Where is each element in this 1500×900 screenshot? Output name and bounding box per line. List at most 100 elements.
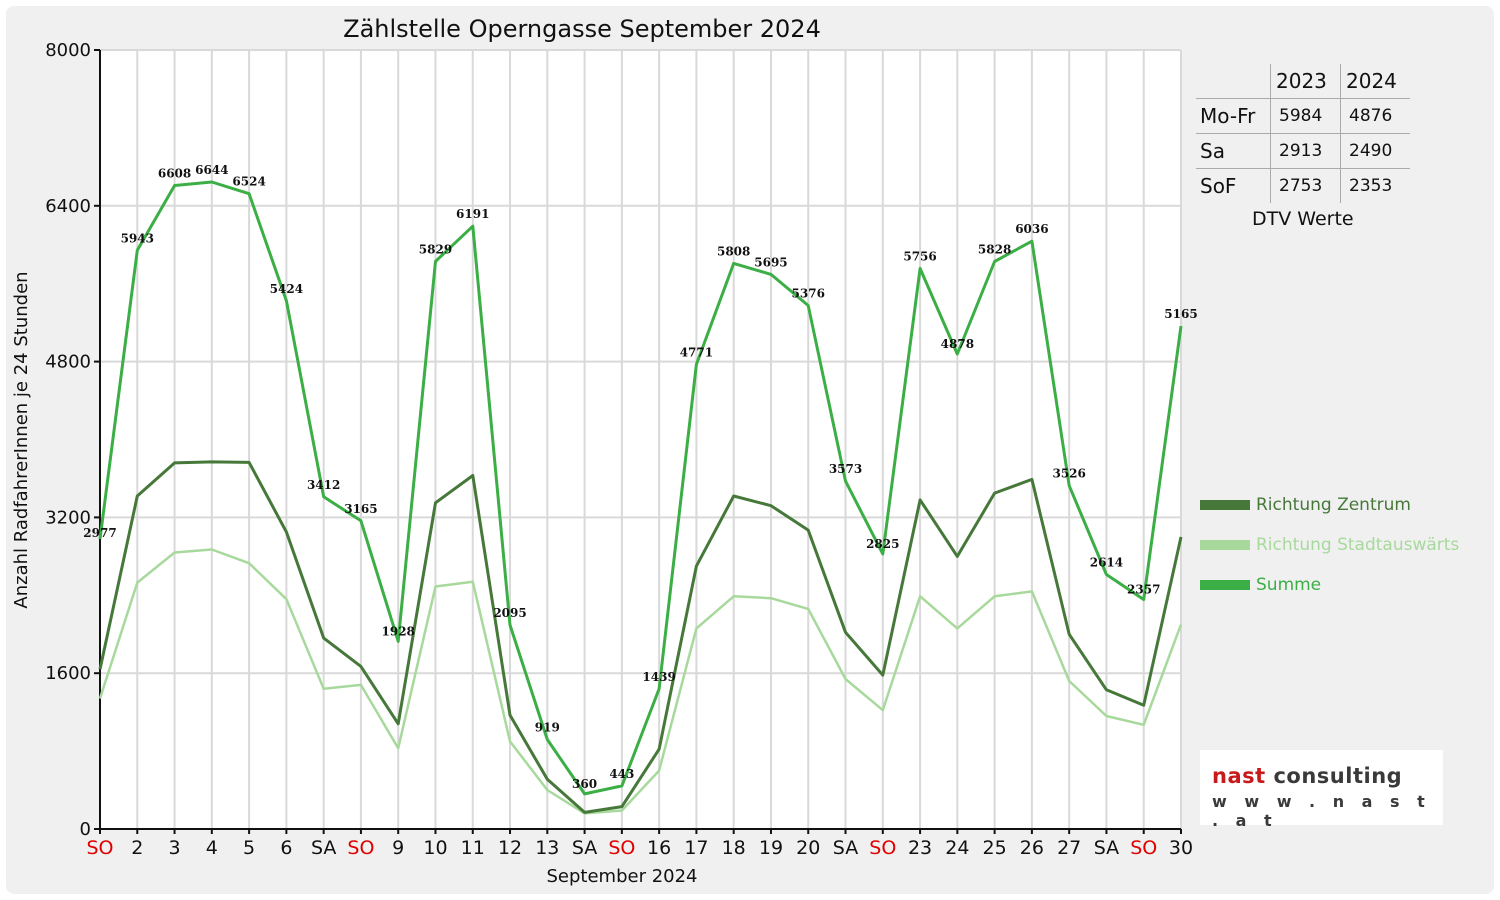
series-line-zentrum — [98, 460, 1183, 814]
dtv-cell: 2353 — [1340, 168, 1410, 203]
x-tick-label: 27 — [1057, 837, 1081, 859]
legend-swatch — [1200, 580, 1250, 590]
data-label: 443 — [609, 767, 634, 781]
data-label: 919 — [535, 721, 560, 735]
x-tick-label: 23 — [908, 837, 932, 859]
x-tick-label: SO — [608, 837, 635, 859]
x-tick-label: SO — [1130, 837, 1157, 859]
x-tick-label: 20 — [796, 837, 820, 859]
chart-title: Zählstelle Operngasse September 2024 — [343, 15, 821, 43]
dtv-row-label: Mo-Fr — [1196, 98, 1271, 134]
data-label: 5829 — [419, 242, 452, 256]
data-label: 6524 — [232, 175, 265, 189]
data-label: 2977 — [83, 526, 116, 540]
legend-label: Richtung Zentrum — [1256, 495, 1411, 515]
x-tick-label: SO — [869, 837, 896, 859]
data-label: 5943 — [121, 231, 154, 245]
x-tick-label: SO — [347, 837, 374, 859]
data-label: 6608 — [158, 167, 191, 181]
dtv-row-mofr: Mo-Fr 5984 4876 — [1196, 98, 1410, 134]
x-tick-label: 30 — [1169, 837, 1193, 859]
series-line-summe — [98, 180, 1183, 796]
logo-url: w w w . n a s t . a t — [1212, 792, 1431, 830]
data-label: 2095 — [493, 606, 526, 620]
x-tick-label: 25 — [983, 837, 1007, 859]
x-tick-label: 16 — [647, 837, 671, 859]
data-label: 4771 — [680, 345, 713, 359]
x-tick-label: SA — [572, 837, 597, 859]
x-tick-label: SA — [311, 837, 336, 859]
data-label: 360 — [572, 777, 597, 791]
legend-item-summe: Summe — [1200, 575, 1321, 595]
data-label: 2825 — [866, 537, 899, 551]
x-tick-label: SA — [833, 837, 858, 859]
x-tick-label: 5 — [243, 837, 255, 859]
legend-swatch — [1200, 500, 1250, 510]
dtv-row-label: SoF — [1200, 174, 1237, 198]
dtv-row-sa: Sa 2913 2490 — [1196, 133, 1410, 169]
nast-consulting-logo: nast consulting w w w . n a s t . a t — [1200, 750, 1443, 830]
x-tick-label: 12 — [498, 837, 522, 859]
x-axis-title: September 2024 — [546, 866, 697, 887]
data-label: 5424 — [270, 282, 303, 296]
data-label: 5828 — [978, 242, 1011, 256]
x-tick-label: 2 — [131, 837, 143, 859]
dtv-cell: 2753 — [1270, 168, 1341, 203]
legend-item-stadtauswaerts: Richtung Stadtauswärts — [1200, 535, 1459, 555]
data-label: 1928 — [382, 624, 415, 638]
y-tick-label: 1600 — [45, 663, 91, 684]
data-label: 2357 — [1127, 582, 1160, 596]
data-label: 3526 — [1052, 467, 1085, 481]
dtv-caption: DTV Werte — [1252, 208, 1354, 230]
dtv-col-2023: 2023 — [1270, 64, 1341, 99]
plot-area — [100, 50, 1181, 829]
data-label: 5695 — [754, 255, 787, 269]
series-line-stadtauswaerts — [98, 548, 1183, 815]
data-label: 6644 — [195, 163, 228, 177]
dtv-table: 2023 2024 Mo-Fr 5984 4876 Sa 2913 2490 S… — [1196, 64, 1410, 203]
dtv-header-row: 2023 2024 — [1196, 64, 1410, 99]
legend-label: Summe — [1256, 575, 1322, 595]
x-tick-label: 4 — [206, 837, 218, 859]
x-tick-label: 17 — [684, 837, 708, 859]
x-tick-label: 26 — [1020, 837, 1044, 859]
y-tick-label: 8000 — [45, 40, 91, 61]
x-tick-label: 19 — [759, 837, 783, 859]
data-label: 5376 — [792, 287, 825, 301]
data-label: 3573 — [829, 462, 862, 476]
data-label: 4878 — [941, 337, 974, 351]
y-tick-label: 0 — [80, 819, 91, 840]
x-tick-label: 9 — [392, 837, 404, 859]
dtv-corner — [1196, 64, 1271, 99]
legend-label: Richtung Stadtauswärts — [1256, 535, 1460, 555]
data-label: 5808 — [717, 244, 750, 258]
data-label: 1439 — [642, 670, 675, 684]
data-label: 5165 — [1164, 307, 1197, 321]
dtv-cell: 5984 — [1270, 98, 1341, 134]
y-axis-title: Anzahl RadfahrerInnen je 24 Stunden — [11, 271, 32, 608]
logo-wordmark: nast consulting — [1212, 764, 1403, 788]
legend-swatch — [1200, 540, 1250, 550]
dtv-cell: 2490 — [1340, 133, 1410, 169]
legend-item-zentrum: Richtung Zentrum — [1200, 495, 1411, 515]
x-tick-label: 13 — [535, 837, 559, 859]
y-tick-label: 3200 — [45, 507, 91, 528]
y-tick-label: 6400 — [45, 196, 91, 217]
x-tick-label: 6 — [280, 837, 292, 859]
data-label: 6036 — [1015, 222, 1048, 236]
dtv-cell: 4876 — [1340, 98, 1410, 134]
x-tick-label: 18 — [722, 837, 746, 859]
x-tick-label: 24 — [945, 837, 969, 859]
x-tick-label: SO — [86, 837, 113, 859]
data-label: 5756 — [903, 250, 936, 264]
x-tick-label: 3 — [169, 837, 181, 859]
data-label: 6191 — [456, 207, 489, 221]
dtv-cell: 2913 — [1270, 133, 1341, 169]
dtv-row-sof: SoF 2753 2353 — [1196, 168, 1410, 203]
y-tick-label: 4800 — [45, 352, 91, 373]
data-label: 2614 — [1090, 555, 1123, 569]
dtv-col-2024: 2024 — [1340, 64, 1410, 99]
data-label: 3412 — [307, 478, 340, 492]
dtv-row-label: Sa — [1196, 133, 1271, 169]
